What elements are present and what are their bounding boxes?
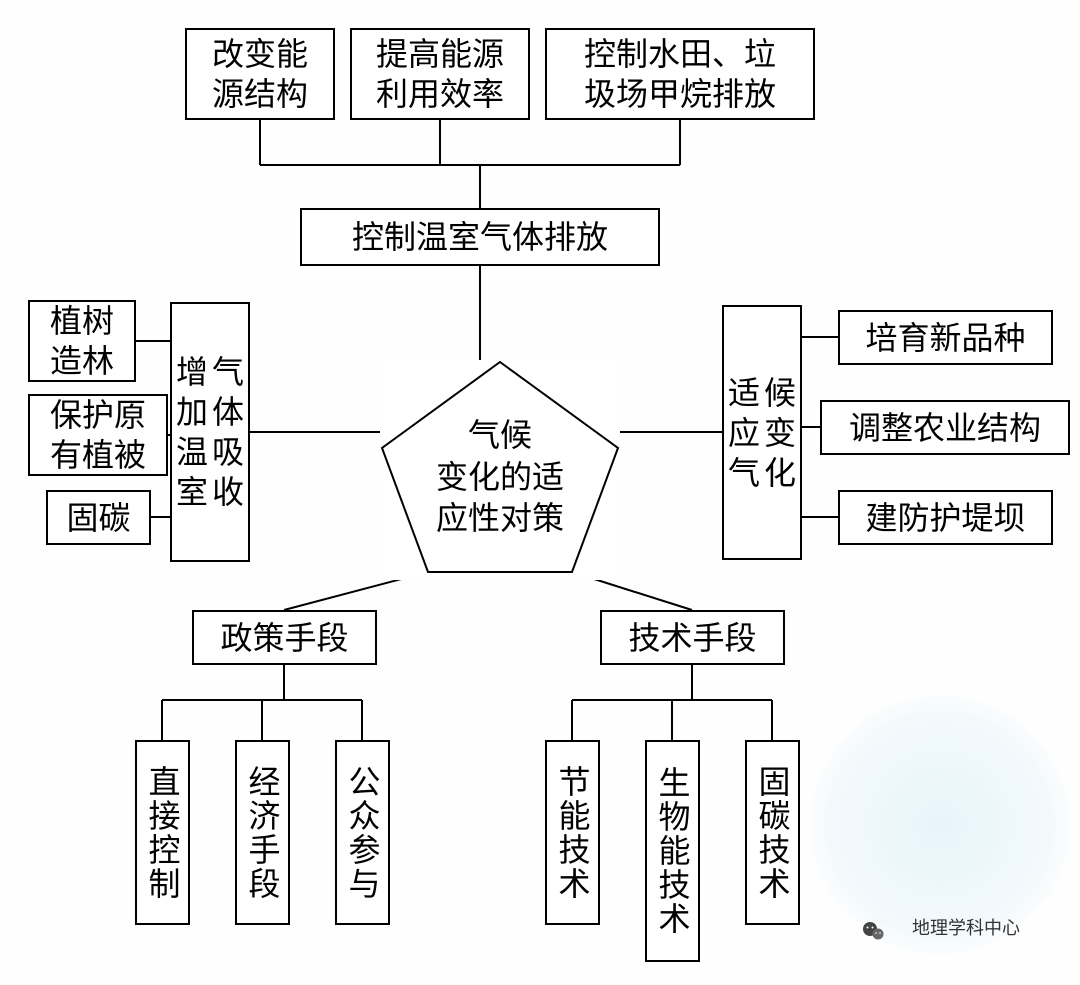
node-economic-measures: 经济手段 [235,740,290,925]
node-control-ghg-emissions: 控制温室气体排放 [300,208,660,266]
node-control-methane: 控制水田、垃圾场甲烷排放 [545,28,815,120]
node-label: 直接控制 [143,765,183,901]
node-label: 培育新品种 [865,318,1025,358]
node-label: 改变能源结构 [212,34,308,114]
node-label: 保护原有植被 [50,395,146,475]
node-label: 提高能源利用效率 [376,34,504,114]
node-direct-control: 直接控制 [135,740,190,925]
watermark-text: 地理学科中心 [912,914,1020,940]
node-label-col1: 增加温室 [174,352,210,512]
node-adjust-agriculture: 调整农业结构 [820,400,1070,455]
node-technical-measures: 技术手段 [600,610,785,665]
node-improve-energy-efficiency: 提高能源利用效率 [350,28,530,120]
node-label: 建防护堤坝 [865,498,1025,538]
node-protect-vegetation: 保护原有植被 [28,394,168,476]
node-new-varieties: 培育新品种 [838,310,1053,365]
node-afforestation: 植树造林 [28,300,136,382]
node-label-col2: 候变化 [762,373,798,493]
node-label: 政策手段 [220,618,348,658]
node-label: 固碳 [66,498,130,538]
center-node: 气候变化的适应性对策 [380,360,620,580]
node-label: 植树造林 [50,301,114,381]
node-adapt-climate-change: 适应气 候变化 [722,305,802,560]
node-carbon-fixation: 固碳 [46,490,151,545]
node-energy-saving-tech: 节能技术 [545,740,600,925]
node-public-participation: 公众参与 [335,740,390,925]
node-bioenergy-tech: 生物能技术 [645,740,700,962]
node-change-energy-structure: 改变能源结构 [185,28,335,120]
node-label: 控制水田、垃圾场甲烷排放 [584,34,776,114]
node-label: 技术手段 [628,618,756,658]
node-label: 生物能技术 [653,766,693,936]
node-label: 公众参与 [343,765,383,901]
node-label: 调整农业结构 [849,408,1041,448]
node-label: 经济手段 [243,765,283,901]
node-label: 固碳技术 [753,765,793,901]
node-increase-ghg-absorption: 增加温室 气体吸收 [170,302,250,562]
node-label-col2: 气体吸收 [210,352,246,512]
node-label: 控制温室气体排放 [352,217,608,257]
watermark-circle [810,695,1070,955]
node-build-dikes: 建防护堤坝 [838,490,1053,545]
node-policy-measures: 政策手段 [192,610,377,665]
center-text: 气候变化的适应性对策 [436,417,564,536]
wechat-icon [861,919,885,943]
node-label-col1: 适应气 [726,373,762,493]
node-carbon-fixation-tech: 固碳技术 [745,740,800,925]
node-label: 节能技术 [553,765,593,901]
center-label: 气候变化的适应性对策 [380,415,620,540]
